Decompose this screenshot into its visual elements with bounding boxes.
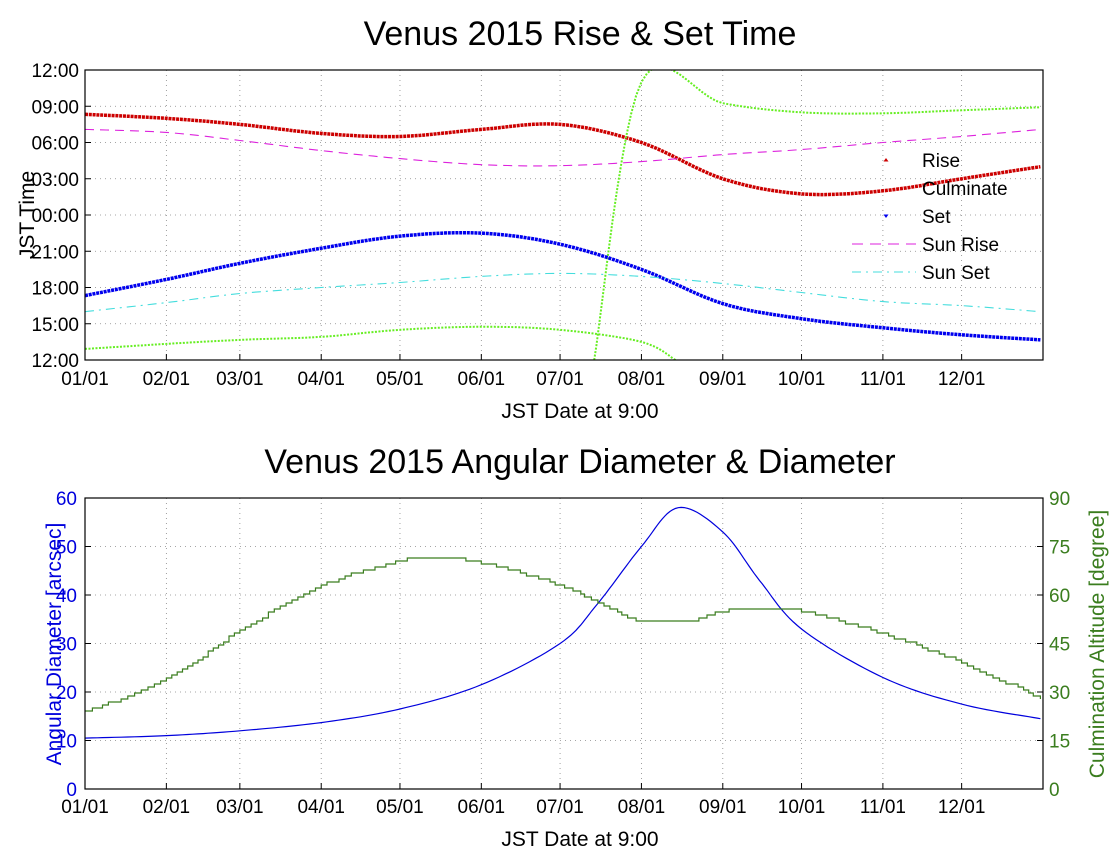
x-tick-label: 09/01 bbox=[699, 797, 747, 818]
legend-label: Set bbox=[922, 207, 951, 228]
x-tick-label: 01/01 bbox=[61, 369, 109, 390]
x-tick-label: 07/01 bbox=[536, 797, 584, 818]
y-tick-label: 15:00 bbox=[31, 315, 79, 336]
y-tick-label: 00:00 bbox=[31, 206, 79, 227]
legend-label: Sun Set bbox=[922, 263, 990, 284]
chart-title: Venus 2015 Angular Diameter & Diameter bbox=[264, 443, 895, 481]
y-tick-labels-right: 0 15 30 45 60 75 90 bbox=[1049, 489, 1070, 801]
y-tick-labels-left: 0 10 20 30 40 50 60 bbox=[56, 489, 77, 801]
y-tick-label-right: 60 bbox=[1049, 586, 1070, 607]
series-layer bbox=[85, 70, 1041, 360]
y-tick-label-right: 15 bbox=[1049, 732, 1070, 753]
plot-frame bbox=[84, 497, 1044, 790]
series-layer bbox=[84, 506, 1041, 739]
legend-label: Culminate bbox=[922, 179, 1008, 200]
y-tick-label: 21:00 bbox=[31, 242, 79, 263]
x-tick-label: 06/01 bbox=[458, 797, 506, 818]
x-tick-label: 04/01 bbox=[297, 797, 345, 818]
y-tick-label: 18:00 bbox=[31, 279, 79, 300]
legend: Rise Culminate Set Sun Rise Sun Set bbox=[852, 151, 1008, 284]
y-tick-label: 12:00 bbox=[31, 351, 79, 372]
x-tick-label: 11/01 bbox=[860, 369, 906, 390]
y-tick-label-right: 75 bbox=[1049, 538, 1070, 559]
y-axis-label-left: Angular Diameter [arcsec] bbox=[43, 523, 66, 766]
x-tick-label: 12/01 bbox=[938, 369, 986, 390]
x-tick-label: 08/01 bbox=[618, 797, 666, 818]
plot-frame bbox=[84, 69, 1044, 361]
y-tick-label-left: 20 bbox=[56, 683, 77, 704]
x-tick-label: 10/01 bbox=[778, 369, 826, 390]
x-tick-label: 04/01 bbox=[297, 369, 345, 390]
y-tick-label-left: 0 bbox=[66, 780, 77, 801]
series-culmination-altitude-line bbox=[85, 557, 1041, 712]
y-tick-label: 06:00 bbox=[31, 134, 79, 155]
legend-marker-set bbox=[883, 214, 889, 218]
x-tick-label: 08/01 bbox=[618, 369, 666, 390]
y-tick-label: 03:00 bbox=[31, 170, 79, 191]
y-tick-label: 12:00 bbox=[31, 61, 79, 82]
x-tick-label: 09/01 bbox=[699, 369, 747, 390]
x-tick-label: 10/01 bbox=[778, 797, 826, 818]
x-tick-label: 11/01 bbox=[860, 797, 906, 818]
y-axis-label-right: Culmination Altitude [degree] bbox=[1086, 510, 1109, 779]
grid-lines bbox=[84, 69, 1043, 361]
y-tick-label-left: 10 bbox=[56, 732, 77, 753]
y-tick-label-right: 0 bbox=[1049, 780, 1060, 801]
x-axis-label: JST Date at 9:00 bbox=[501, 400, 658, 423]
chart-title: Venus 2015 Rise & Set Time bbox=[364, 15, 797, 53]
legend-label: Rise bbox=[922, 151, 960, 172]
rise-set-chart: Venus 2015 Rise & Set Time 01/01 02/01 03/… bbox=[16, 15, 1044, 423]
angular-diameter-chart: Venus 2015 Angular Diameter & Diameter 0… bbox=[43, 443, 1109, 851]
x-tick-labels: 01/01 02/01 03/01 04/01 05/01 06/01 07/01 08/01… bbox=[61, 797, 985, 818]
x-axis-label: JST Date at 9:00 bbox=[501, 828, 658, 851]
y-tick-labels: 12:00 15:00 18:00 21:00 00:00 03:00 06:00 09:00… bbox=[31, 61, 79, 372]
x-tick-label: 05/01 bbox=[376, 369, 424, 390]
y-tick-label-right: 90 bbox=[1049, 489, 1070, 510]
x-tick-label: 02/01 bbox=[143, 797, 191, 818]
series-set-line bbox=[85, 230, 1041, 342]
x-tick-label: 06/01 bbox=[458, 369, 506, 390]
series-culminate-line bbox=[593, 70, 1041, 360]
x-tick-label: 02/01 bbox=[143, 369, 191, 390]
series-sun-set-line bbox=[85, 272, 1041, 313]
x-tick-label: 03/01 bbox=[216, 369, 264, 390]
x-tick-label: 12/01 bbox=[938, 797, 986, 818]
series-sun-rise-line bbox=[85, 128, 1041, 167]
x-tick-label: 01/01 bbox=[61, 797, 109, 818]
legend-marker-rise bbox=[883, 158, 889, 162]
x-tick-labels: 01/01 02/01 03/01 04/01 05/01 06/01 07/01 08/01… bbox=[61, 369, 985, 390]
x-tick-label: 05/01 bbox=[376, 797, 424, 818]
y-tick-label-left: 60 bbox=[56, 489, 77, 510]
y-tick-label-left: 30 bbox=[56, 635, 77, 656]
series-angular-diameter-line bbox=[84, 506, 1041, 739]
y-tick-label-left: 40 bbox=[56, 586, 77, 607]
y-tick-label-left: 50 bbox=[56, 538, 77, 559]
y-tick-label-right: 30 bbox=[1049, 683, 1070, 704]
y-axis-label: JST Time bbox=[16, 171, 39, 259]
y-tick-label-right: 45 bbox=[1049, 635, 1070, 656]
legend-label: Sun Rise bbox=[922, 235, 999, 256]
series-rise-line bbox=[85, 112, 1041, 197]
y-tick-label: 09:00 bbox=[31, 97, 79, 118]
series-culminate-line bbox=[85, 325, 677, 360]
x-tick-label: 03/01 bbox=[216, 797, 264, 818]
x-tick-label: 07/01 bbox=[536, 369, 584, 390]
